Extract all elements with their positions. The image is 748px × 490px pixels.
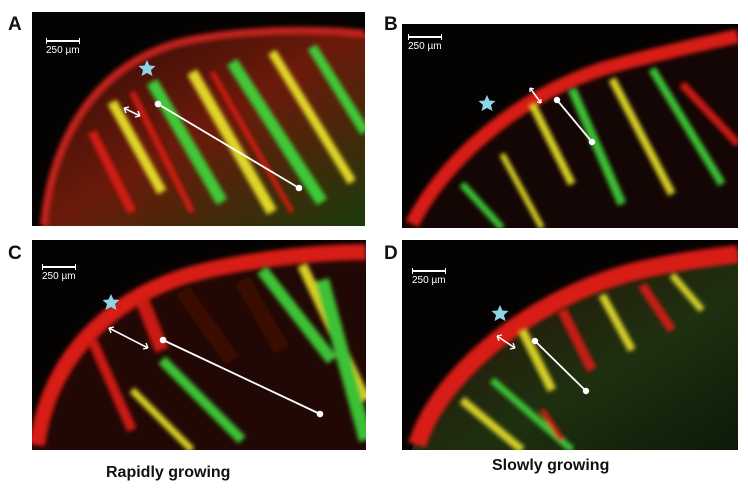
panel-letter-d: D bbox=[384, 243, 398, 264]
micrograph-panel-a: 250 µm bbox=[32, 12, 365, 226]
micrograph-panel-b: 250 µm bbox=[402, 24, 738, 228]
scale-label-b: 250 µm bbox=[408, 41, 442, 52]
caption-slowly-growing: Slowly growing bbox=[492, 457, 610, 474]
star-icon bbox=[102, 294, 120, 310]
micrograph-panel-c: 250 µm bbox=[32, 240, 366, 450]
micrograph-c-image bbox=[32, 244, 366, 450]
micrograph-b-image bbox=[402, 29, 738, 228]
star-icon bbox=[478, 95, 496, 111]
scale-bar-b: 250 µm bbox=[408, 34, 442, 52]
scale-bar-c: 250 µm bbox=[42, 264, 76, 282]
scale-label-d: 250 µm bbox=[412, 275, 446, 286]
panel-letter-a: A bbox=[8, 14, 22, 35]
micrograph-panel-d: 250 µm bbox=[402, 240, 738, 450]
panel-letter-c: C bbox=[8, 243, 22, 264]
star-icon bbox=[138, 60, 156, 76]
caption-rapidly-growing: Rapidly growing bbox=[106, 464, 231, 481]
scale-label-a: 250 µm bbox=[46, 45, 80, 56]
scale-bar-a: 250 µm bbox=[46, 38, 80, 56]
scale-label-c: 250 µm bbox=[42, 271, 76, 282]
panel-letter-b: B bbox=[384, 14, 398, 35]
micrograph-d-image bbox=[408, 245, 738, 450]
scale-bar-d: 250 µm bbox=[412, 268, 446, 286]
star-icon bbox=[491, 305, 509, 321]
micrograph-a-image bbox=[40, 26, 365, 226]
